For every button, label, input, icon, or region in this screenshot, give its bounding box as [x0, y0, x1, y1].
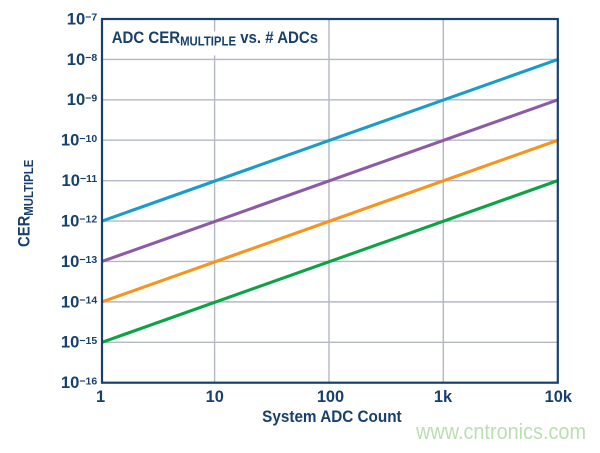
svg-text:System ADC Count: System ADC Count [262, 408, 402, 427]
svg-text:10−12: 10−12 [61, 212, 97, 231]
svg-text:1: 1 [96, 388, 105, 406]
svg-text:1k: 1k [434, 388, 453, 406]
svg-text:10k: 10k [545, 388, 573, 406]
svg-text:10: 10 [206, 388, 224, 406]
svg-text:www.cntronics.com: www.cntronics.com [415, 419, 586, 444]
svg-text:100: 100 [317, 388, 344, 406]
svg-text:CERMULTIPLE: CERMULTIPLE [16, 160, 36, 247]
svg-text:ADC CERMULTIPLE vs. # ADCs: ADC CERMULTIPLE vs. # ADCs [112, 29, 319, 48]
